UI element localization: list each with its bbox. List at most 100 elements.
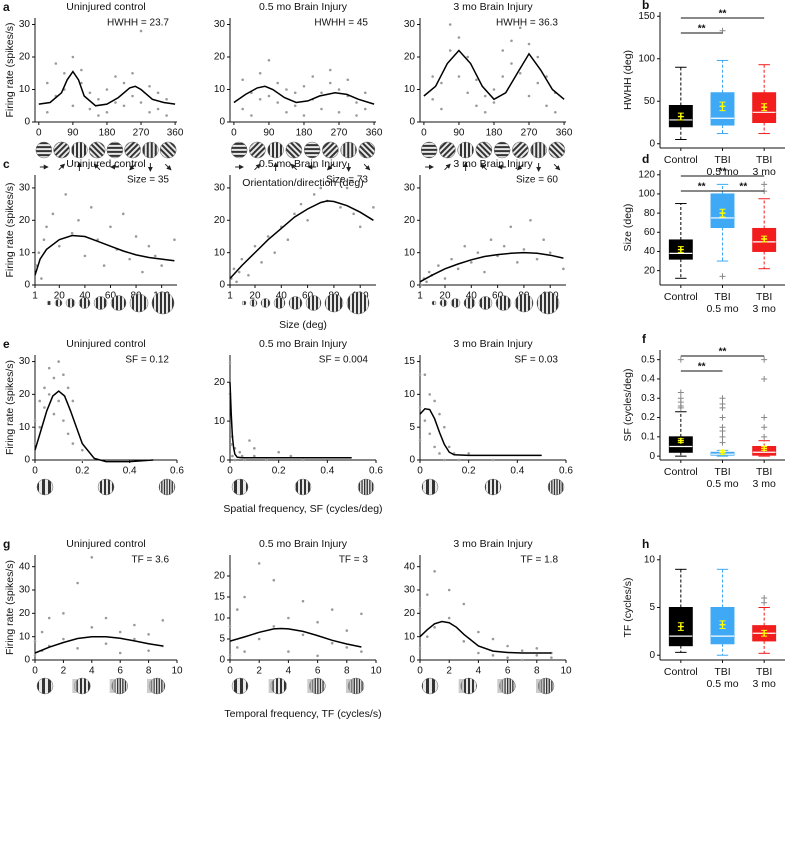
grating xyxy=(110,295,127,311)
outlier xyxy=(677,404,684,411)
direction-arrow xyxy=(129,163,136,171)
data-point xyxy=(80,68,83,72)
data-point xyxy=(433,570,436,573)
data-point xyxy=(122,81,126,85)
panel-title: 0.5 mo Brain Injury xyxy=(259,538,348,550)
fit-annotation: HWHH = 45 xyxy=(314,18,368,29)
x-tick-label: 360 xyxy=(556,128,573,139)
data-point xyxy=(438,412,441,416)
outlier xyxy=(761,181,768,188)
y-tick-label: 30 xyxy=(214,19,226,30)
data-point xyxy=(90,556,94,559)
y-tick-label: 0 xyxy=(219,117,225,128)
data-point xyxy=(337,88,341,91)
data-point xyxy=(527,42,531,46)
data-point xyxy=(57,360,60,363)
y-tick-label: 0 xyxy=(409,455,415,466)
data-point xyxy=(47,366,51,370)
panel-letter: b xyxy=(642,0,649,12)
data-point xyxy=(165,97,168,101)
data-point xyxy=(105,110,109,114)
y-tick-label: 0 xyxy=(24,455,30,466)
outlier xyxy=(761,356,768,363)
y-tick-label: 10 xyxy=(19,631,31,642)
fit-curve xyxy=(34,635,163,654)
data-point xyxy=(316,654,319,658)
data-point xyxy=(339,206,342,209)
outlier xyxy=(719,439,726,446)
mean-marker xyxy=(719,621,726,628)
y-tick-label: 0.2 xyxy=(641,412,655,423)
data-point xyxy=(76,581,79,585)
fit-curve xyxy=(419,620,552,654)
data-point xyxy=(345,629,349,632)
y-tick-label: 10 xyxy=(404,84,416,95)
data-point xyxy=(477,651,480,655)
data-point xyxy=(70,231,74,235)
outlier xyxy=(719,404,726,411)
x-tick-label: 360 xyxy=(167,128,184,139)
data-point xyxy=(501,75,505,78)
data-point xyxy=(54,62,58,65)
x-tick-label: 20 xyxy=(249,291,261,302)
x-tick-label: 10 xyxy=(171,666,183,677)
x-tick-label: 10 xyxy=(560,666,572,677)
grating xyxy=(273,297,286,309)
data-point xyxy=(360,612,363,616)
x-axis-label: Size (deg) xyxy=(279,319,327,331)
category-note: 0.5 mo xyxy=(706,478,738,490)
data-point xyxy=(258,71,262,75)
x-tick-label: 6 xyxy=(117,666,123,677)
y-tick-label: 10 xyxy=(214,84,226,95)
data-point xyxy=(156,107,160,111)
data-point xyxy=(447,588,451,592)
data-point xyxy=(548,251,552,254)
data-point xyxy=(66,386,70,390)
y-tick-label: 15 xyxy=(404,356,416,367)
data-point xyxy=(418,607,422,610)
x-tick-label: 180 xyxy=(99,128,116,139)
category-label: Control xyxy=(664,466,698,478)
category-label: TBI xyxy=(756,291,772,303)
data-point xyxy=(447,616,451,620)
grating-icon xyxy=(88,141,106,159)
data-point xyxy=(332,176,336,180)
x-tick-label: 270 xyxy=(331,128,348,139)
data-point xyxy=(33,442,37,445)
data-point xyxy=(293,212,296,216)
data-point xyxy=(236,646,239,649)
mean-marker xyxy=(677,623,684,630)
data-point xyxy=(285,88,288,91)
data-point xyxy=(80,81,83,85)
grating-icon xyxy=(35,141,53,159)
y-tick-label: 0 xyxy=(649,138,655,149)
y-tick-label: 20 xyxy=(19,215,31,226)
grating xyxy=(431,300,437,306)
x-tick-label: 0.4 xyxy=(510,466,524,477)
grating xyxy=(512,141,529,159)
data-point xyxy=(71,442,75,445)
grating xyxy=(305,295,322,311)
category-label: TBI xyxy=(756,154,772,166)
motion-blur xyxy=(268,679,274,693)
x-axis-label: Spatial frequency, SF (cycles/deg) xyxy=(223,503,382,515)
direction-arrow xyxy=(326,163,334,171)
data-point xyxy=(250,114,253,117)
grating xyxy=(514,293,534,313)
data-point xyxy=(62,637,65,641)
data-point xyxy=(448,49,452,52)
y-tick-label: 0 xyxy=(24,280,30,291)
data-point xyxy=(231,454,234,458)
data-point xyxy=(47,393,51,396)
fit-curve xyxy=(419,251,564,283)
category-note: 3 mo xyxy=(752,303,776,315)
data-point xyxy=(88,107,92,111)
data-point xyxy=(97,114,100,117)
data-point xyxy=(131,94,134,98)
data-point xyxy=(431,97,434,101)
panel-title: 3 mo Brain Injury xyxy=(453,338,533,350)
outlier xyxy=(719,433,726,440)
y-tick-label: 5 xyxy=(649,602,655,613)
direction-arrow xyxy=(444,163,451,171)
data-point xyxy=(118,630,122,634)
